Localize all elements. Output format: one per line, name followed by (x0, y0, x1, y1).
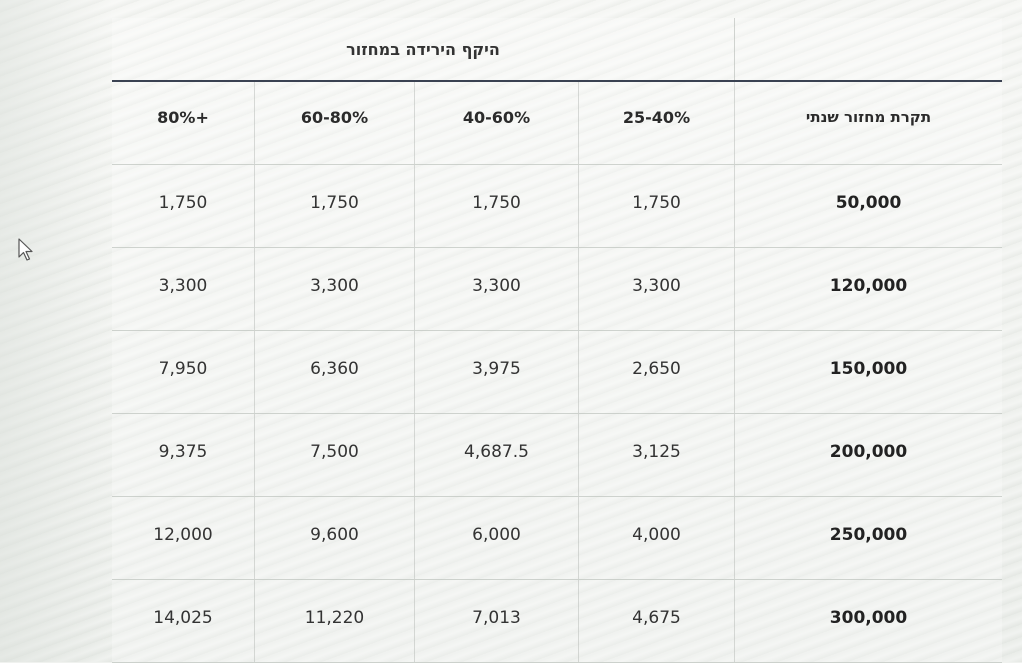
group-header-row: היקף הירידה במחזור (112, 18, 1002, 82)
table-cell: 4,000 (578, 497, 734, 579)
row-label: 200,000 (734, 414, 1002, 496)
row-label: 50,000 (734, 165, 1002, 247)
table-cell: 11,220 (254, 580, 414, 662)
column-header-row: 80%+ 60-80% 40-60% 25-40% תקרת מחזור שנת… (112, 82, 1002, 165)
table-cell: 1,750 (254, 165, 414, 247)
table-cell: 9,375 (158, 442, 208, 462)
table-cell: 1,750 (414, 165, 578, 247)
table-cell: 1,750 (578, 165, 734, 247)
table-row: 1,750 1,750 1,750 1,750 50,000 (112, 165, 1002, 248)
column-header: 25-40% (578, 82, 734, 164)
table-cell: 12,000 (153, 525, 213, 545)
row-label: 120,000 (734, 248, 1002, 330)
table-cell: 1,750 (158, 193, 208, 213)
table-row: 14,025 11,220 7,013 4,675 300,000 (112, 580, 1002, 663)
table-cell: 4,687.5 (414, 414, 578, 496)
table-row: 7,950 6,360 3,975 2,650 150,000 (112, 331, 1002, 414)
table-cell: 6,000 (414, 497, 578, 579)
group-header-empty-cell (734, 18, 1003, 80)
row-label: 300,000 (734, 580, 1002, 662)
table-row: 3,300 3,300 3,300 3,300 120,000 (112, 248, 1002, 331)
grant-table: היקף הירידה במחזור 80%+ 60-80% 40-60% 25… (112, 18, 1002, 663)
table-cell: 3,300 (414, 248, 578, 330)
table-cell: 14,025 (153, 608, 213, 628)
grant-table-container: היקף הירידה במחזור 80%+ 60-80% 40-60% 25… (112, 18, 1002, 663)
table-cell: 9,600 (254, 497, 414, 579)
row-label: 150,000 (734, 331, 1002, 413)
table-cell: 7,013 (414, 580, 578, 662)
group-header-title: היקף הירידה במחזור (346, 40, 500, 59)
left-margin (0, 0, 112, 662)
table-cell: 3,300 (578, 248, 734, 330)
table-cell: 3,300 (158, 276, 208, 296)
table-row: 9,375 7,500 4,687.5 3,125 200,000 (112, 414, 1002, 497)
table-cell: 3,975 (414, 331, 578, 413)
row-header-title: תקרת מחזור שנתי (734, 82, 1002, 164)
table-cell: 6,360 (254, 331, 414, 413)
table-cell: 3,125 (578, 414, 734, 496)
table-cell: 3,300 (254, 248, 414, 330)
column-header: 40-60% (414, 82, 578, 164)
column-header: 60-80% (254, 82, 414, 164)
table-cell: 7,500 (254, 414, 414, 496)
row-label: 250,000 (734, 497, 1002, 579)
table-row: 12,000 9,600 6,000 4,000 250,000 (112, 497, 1002, 580)
column-header: 80%+ (157, 107, 209, 127)
table-cell: 7,950 (158, 359, 208, 379)
table-cell: 4,675 (578, 580, 734, 662)
table-cell: 2,650 (578, 331, 734, 413)
mouse-pointer-icon (18, 238, 33, 261)
